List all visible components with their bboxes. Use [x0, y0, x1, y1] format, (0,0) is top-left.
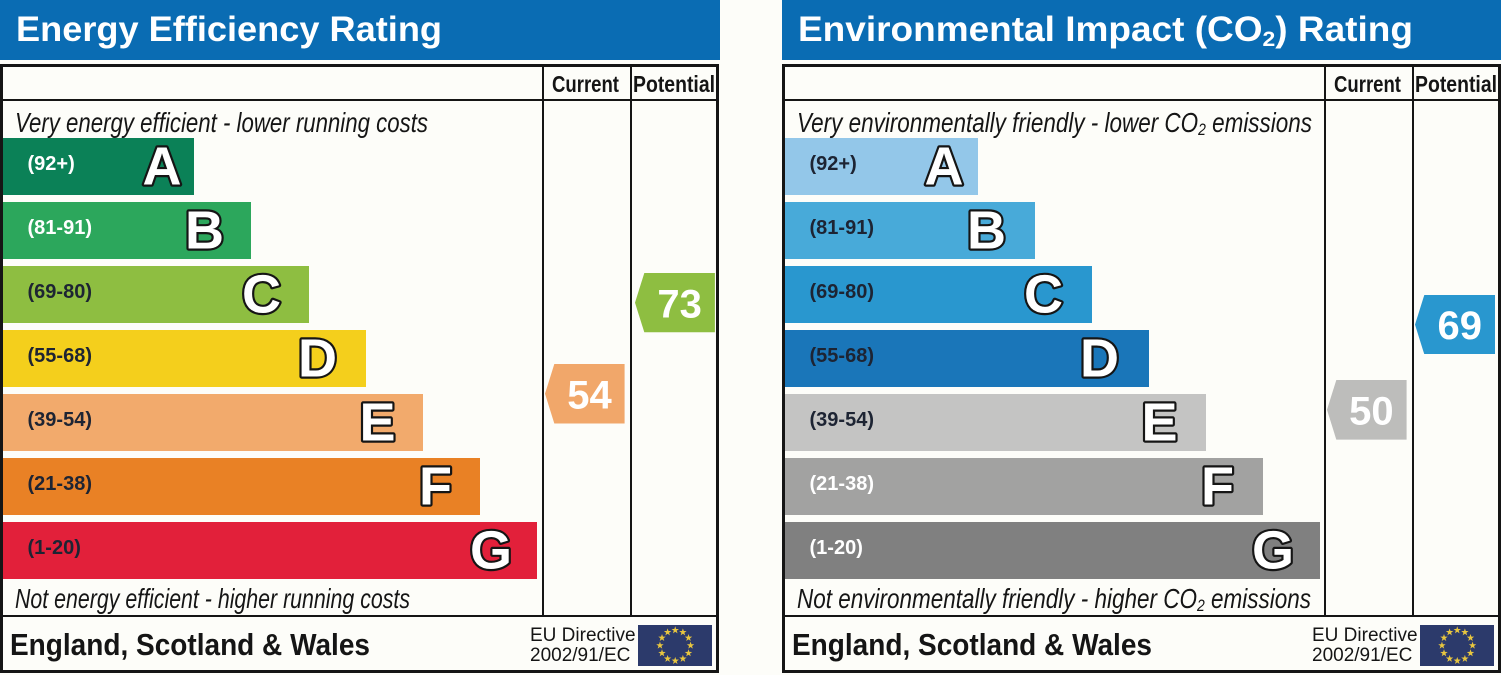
svg-text:C: C	[1024, 265, 1063, 325]
svg-text:C: C	[242, 265, 281, 325]
svg-text:50: 50	[1350, 390, 1394, 434]
svg-text:E: E	[1141, 393, 1177, 453]
svg-text:D: D	[298, 329, 337, 389]
svg-text:69: 69	[1437, 304, 1481, 348]
svg-text:A: A	[143, 137, 182, 197]
svg-text:F: F	[419, 457, 452, 517]
svg-text:A: A	[925, 137, 964, 197]
svg-text:B: B	[185, 201, 224, 261]
svg-text:54: 54	[568, 373, 613, 417]
svg-text:73: 73	[657, 283, 701, 327]
svg-text:G: G	[470, 521, 512, 581]
svg-text:D: D	[1080, 329, 1119, 389]
svg-text:B: B	[967, 201, 1006, 261]
svg-text:G: G	[1252, 521, 1294, 581]
svg-text:F: F	[1201, 457, 1234, 517]
svg-text:E: E	[359, 393, 395, 453]
